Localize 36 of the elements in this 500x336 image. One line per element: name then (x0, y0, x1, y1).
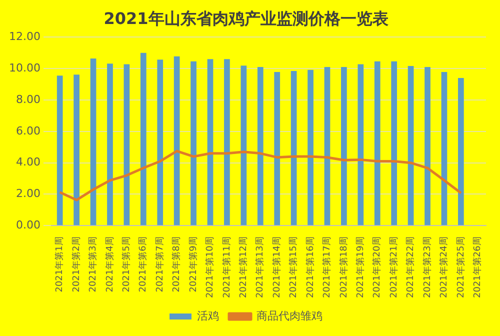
x-tick-label: 2021年第20周 (372, 236, 383, 298)
x-tick-label: 2021年第10周 (204, 236, 216, 298)
x-tick-label: 2021年第24周 (438, 236, 450, 298)
x-tick-label: 2021年第3周 (88, 236, 99, 292)
x-tick-label: 2021年第9周 (188, 236, 199, 292)
y-tick-label: 6.00 (16, 124, 40, 138)
x-tick-label: 2021年第8周 (171, 236, 182, 292)
y-tick-label: 0.00 (16, 218, 40, 232)
x-tick-label: 2021年第19周 (355, 236, 366, 298)
y-tick-label: 10.00 (8, 61, 40, 74)
y-tick-label: 12.00 (8, 30, 40, 44)
x-tick-label: 2021年第16周 (304, 236, 316, 298)
x-tick-label: 2021年第11周 (221, 236, 232, 298)
x-tick-label: 2021年第5周 (121, 236, 132, 292)
x-tick-label: 2021年第22周 (405, 236, 416, 298)
x-tick-label: 2021年第7周 (154, 236, 166, 292)
legend-label: 商品代肉雏鸡 (256, 309, 322, 322)
x-tick-label: 2021年第18周 (338, 236, 350, 298)
x-tick-label: 2021年第13周 (254, 236, 266, 298)
x-tick-label: 2021年第17周 (322, 236, 333, 298)
chart-title: 2021年山东省肉鸡产业监测价格一览表 (104, 8, 390, 28)
x-tick-label: 2021年第14周 (271, 236, 282, 298)
x-tick-label: 2021年第4周 (104, 236, 116, 292)
x-tick-label: 2021年第23周 (422, 236, 433, 298)
x-tick-label: 2021年第12周 (238, 236, 250, 298)
y-tick-label: 4.00 (16, 156, 40, 169)
legend-label: 活鸡 (197, 309, 219, 322)
x-tick-label: 2021年第21周 (388, 236, 400, 298)
x-tick-label: 2021年第2周 (70, 236, 82, 292)
x-tick-label: 2021年第6周 (138, 236, 149, 292)
x-tick-label: 2021年第25周 (455, 236, 466, 298)
x-tick-label: 2021年第26周 (472, 236, 483, 298)
y-tick-label: 8.00 (16, 92, 40, 106)
y-tick-label: 2.00 (16, 187, 40, 200)
x-tick-label: 2021年第1周 (54, 236, 66, 292)
x-tick-label: 2021年第15周 (288, 236, 300, 298)
